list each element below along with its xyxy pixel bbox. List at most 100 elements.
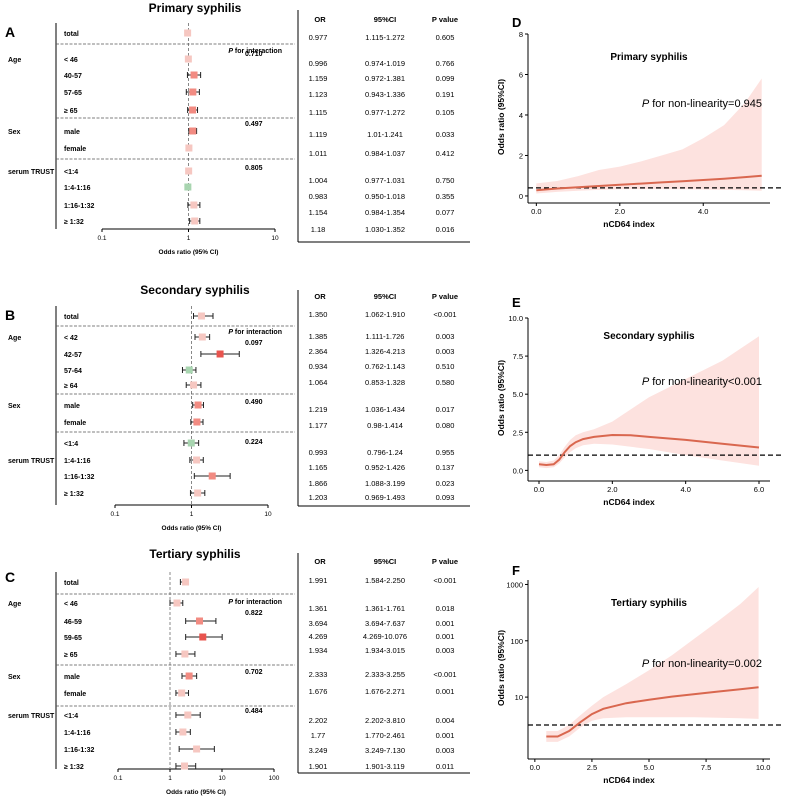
or-marker — [184, 29, 192, 37]
forest-x-tick-label: 1 — [168, 775, 172, 782]
table-ci: 0.796-1.24 — [367, 448, 403, 457]
forest-x-axis-label: Odds ratio (95% CI) — [162, 525, 222, 532]
row-label: 1:4-1:16 — [64, 458, 91, 465]
table-ci: 0.98-1.414 — [367, 421, 403, 430]
y-tick-label: 2 — [519, 151, 523, 160]
or-marker — [185, 366, 193, 374]
row-label: 1:16-1:32 — [64, 474, 94, 481]
p-letter: P — [642, 376, 650, 388]
or-marker — [193, 456, 201, 464]
table-or: 1.866 — [309, 479, 328, 488]
or-marker — [187, 439, 195, 447]
table-header: 95%CI — [374, 15, 397, 24]
row-label: <1:4 — [64, 713, 78, 720]
y-axis-label: Odds ratio (95%CI) — [496, 360, 506, 436]
table-ci: 2.333-3.255 — [365, 670, 405, 679]
forest-x-tick-label: 0.1 — [113, 775, 122, 782]
table-p: 0.412 — [436, 149, 455, 158]
table-p: 0.605 — [436, 33, 455, 42]
forest-plot-primary: Primary syphilis 0.1 1 10 Odds ratio (95% CI… — [8, 1, 470, 256]
or-marker — [193, 745, 201, 753]
spline-curve — [546, 686, 759, 738]
row-label: 1:4-1:16 — [64, 185, 91, 192]
confidence-band — [546, 587, 759, 742]
or-marker — [185, 672, 193, 680]
annotation-rest: for non-linearity=0.002 — [649, 658, 762, 670]
table-ci: 4.269-10.076 — [363, 632, 407, 641]
table-p: <0.001 — [433, 310, 456, 319]
x-tick-label: 4.0 — [680, 485, 690, 494]
table-p: 0.955 — [436, 448, 455, 457]
spline-curve — [536, 174, 762, 192]
row-label: 1:16-1:32 — [64, 747, 94, 754]
table-or: 1.064 — [309, 378, 328, 387]
or-marker — [197, 312, 205, 320]
forest-x-tick-label: 10 — [218, 775, 226, 782]
table-p: 0.003 — [436, 332, 455, 341]
x-axis-label: nCD64 index — [603, 497, 655, 507]
y-axis-label: Odds ratio (95%CI) — [496, 79, 506, 155]
forest-title: Primary syphilis — [149, 1, 242, 15]
p-rest: for interaction — [233, 48, 282, 55]
table-p: 0.001 — [436, 731, 455, 740]
table-or: 0.993 — [309, 448, 328, 457]
table-p: 0.355 — [436, 192, 455, 201]
forest-x-tick-label: 10 — [271, 235, 279, 242]
table-p: 0.580 — [436, 378, 455, 387]
table-or: 4.269 — [309, 632, 328, 641]
or-marker — [193, 418, 201, 426]
table-ci: 1.770-2.461 — [365, 731, 405, 740]
table-or: 1.934 — [309, 646, 328, 655]
nonlinearity-annotation: P for non-linearity=0.945 — [642, 98, 762, 110]
table-or: 3.694 — [309, 619, 328, 628]
or-marker — [184, 711, 192, 719]
spline-title: Primary syphilis — [610, 52, 688, 63]
table-or: 1.350 — [309, 310, 328, 319]
or-marker — [173, 599, 181, 607]
x-tick-label: 10.0 — [756, 763, 771, 772]
panel-letter-b: B — [5, 307, 15, 323]
row-label: female — [64, 146, 86, 153]
table-p: 0.137 — [436, 463, 455, 472]
p-letter: P — [228, 599, 233, 606]
group-p-interaction: 0.224 — [245, 439, 263, 446]
table-p: 0.018 — [436, 604, 455, 613]
y-tick-label: 0 — [519, 192, 523, 201]
x-tick-label: 2.0 — [607, 485, 617, 494]
x-tick-label: 2.0 — [615, 207, 625, 216]
forest-title: Secondary syphilis — [140, 283, 250, 297]
table-or: 1.219 — [309, 405, 328, 414]
table-or: 2.364 — [309, 347, 328, 356]
spline-plot-primary: Primary syphilis 0.0 2.0 4.0 0 2 4 6 8 nCD64 inde… — [496, 30, 782, 229]
row-label: 57-64 — [64, 368, 82, 375]
p-letter: P — [228, 329, 233, 336]
table-p: 0.510 — [436, 362, 455, 371]
group-label: Age — [8, 601, 21, 608]
or-marker — [185, 167, 193, 175]
forest-x-tick-label: 100 — [269, 775, 280, 782]
table-or: 1.177 — [309, 421, 328, 430]
table-header: P value — [432, 557, 458, 566]
table-or: 1.154 — [309, 208, 328, 217]
table-or: 1.123 — [309, 90, 328, 99]
table-header: OR — [314, 557, 326, 566]
or-marker — [199, 633, 207, 641]
table-ci: 0.977-1.031 — [365, 176, 405, 185]
y-tick-label: 4 — [519, 111, 523, 120]
row-label: male — [64, 674, 80, 681]
group-label: Sex — [8, 674, 21, 681]
table-header: OR — [314, 292, 326, 301]
y-tick-label: 5.0 — [513, 390, 523, 399]
x-tick-label: 7.5 — [701, 763, 711, 772]
x-axis-label: nCD64 index — [603, 775, 655, 785]
y-tick-label: 2.5 — [513, 428, 523, 437]
table-ci: 0.952-1.426 — [365, 463, 405, 472]
or-marker — [184, 55, 192, 63]
table-ci: 1.01-1.241 — [367, 130, 403, 139]
forest-x-tick-label: 0.1 — [110, 511, 119, 518]
or-marker — [179, 728, 187, 736]
p-interaction-label: P for interaction — [228, 48, 282, 55]
table-ci: 0.853-1.328 — [365, 378, 405, 387]
y-tick-label: 10 — [515, 693, 523, 702]
table-ci: 1.111-1.726 — [366, 332, 405, 341]
